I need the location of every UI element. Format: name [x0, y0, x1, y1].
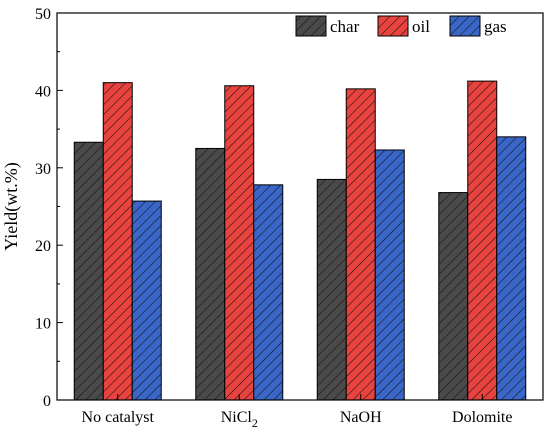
bar-char-0	[73, 141, 104, 401]
y-tick-label-2: 20	[35, 238, 51, 255]
legend-swatch-gas	[449, 15, 481, 37]
x-tick-label-2: NaOH	[340, 409, 382, 426]
y-tick-label-3: 30	[35, 161, 51, 178]
bar-gas-1	[253, 184, 284, 401]
legend-swatch-oil	[377, 15, 409, 37]
y-tick-label-5: 50	[35, 6, 51, 23]
bar-oil-2	[345, 88, 376, 401]
legend-label-gas: gas	[484, 17, 507, 36]
bar-oil-3	[467, 80, 498, 401]
x-tick-label-3: Dolomite	[452, 409, 512, 426]
x-tick-label-1: NiCl2	[221, 409, 258, 430]
legend-label-oil: oil	[412, 17, 430, 36]
bar-gas-3	[496, 136, 527, 401]
y-tick-label-1: 10	[35, 316, 51, 333]
x-tick-label-0: No catalyst	[82, 409, 155, 426]
bars-layer	[73, 80, 527, 401]
bar-char-1	[195, 147, 226, 401]
bar-oil-0	[102, 82, 133, 401]
bar-oil-1	[224, 85, 255, 401]
y-tick-label-0: 0	[43, 393, 51, 410]
bar-char-2	[316, 178, 347, 401]
legend-swatch-char	[295, 15, 327, 37]
axes-layer: No catalyst NiCl2 NaOH Dolomite 0 10 20 30 40 50 Y…	[1, 6, 544, 430]
legend-label-char: char	[330, 17, 360, 36]
y-axis-title: Yield(wt.%)	[1, 162, 22, 250]
legend: char oil gas	[295, 15, 507, 37]
bar-char-3	[438, 192, 469, 401]
y-tick-label-4: 40	[35, 83, 51, 100]
bar-gas-2	[374, 149, 405, 401]
bar-gas-0	[131, 200, 162, 401]
